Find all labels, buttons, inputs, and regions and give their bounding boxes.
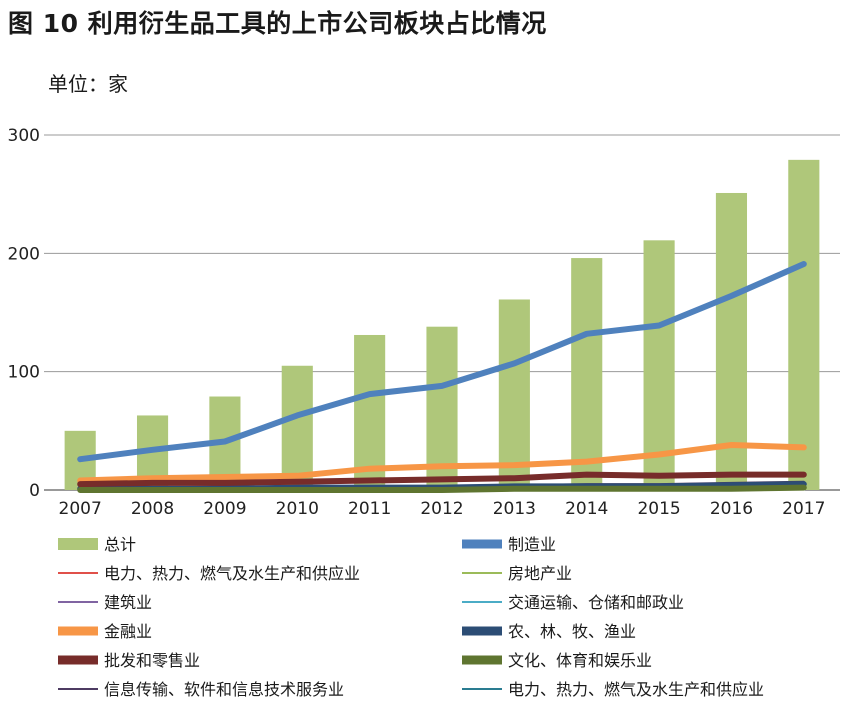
bar-2015	[643, 240, 675, 490]
legend-label: 制造业	[508, 535, 556, 554]
x-tick-label: 2016	[710, 499, 753, 519]
bar-2013	[498, 299, 530, 490]
chart-title: 图 10 利用衍生品工具的上市公司板块占比情况	[8, 9, 547, 38]
x-tick-label: 2014	[565, 499, 608, 519]
y-tick-label: 0	[29, 481, 40, 501]
y-tick-label: 100	[8, 363, 40, 383]
legend-swatch	[462, 539, 502, 549]
x-tick-label: 2017	[782, 499, 825, 519]
y-axis-ticks: 0 100 200 300	[8, 126, 40, 501]
bar-2010	[281, 365, 313, 490]
bar-2017	[788, 159, 820, 490]
y-tick-label: 300	[8, 126, 40, 146]
legend-label: 批发和零售业	[104, 651, 200, 670]
series-line-8	[77, 471, 807, 488]
unit-label: 单位：家	[48, 72, 128, 96]
legend-label: 金融业	[104, 622, 152, 641]
bar-2014	[571, 258, 603, 490]
legend-label: 文化、体育和娱乐业	[508, 651, 652, 670]
line-series	[77, 261, 807, 493]
legend-swatch	[462, 626, 502, 636]
bar-series	[64, 159, 820, 490]
legend-swatch	[462, 601, 502, 603]
legend-swatch	[462, 688, 502, 690]
x-tick-label: 2010	[276, 499, 319, 519]
legend-label: 信息传输、软件和信息技术服务业	[104, 680, 344, 699]
legend-swatch	[58, 572, 98, 574]
x-tick-label: 2007	[59, 499, 102, 519]
legend-swatch	[58, 688, 98, 690]
bar-2012	[426, 326, 458, 490]
bar-2016	[715, 192, 748, 490]
legend-swatch	[58, 538, 98, 550]
series-line-9	[77, 484, 807, 493]
legend-label: 房地产业	[508, 564, 572, 583]
bar-2011	[354, 334, 386, 490]
legend-label: 电力、热力、燃气及水生产和供应业	[104, 564, 360, 583]
series-line-1	[77, 261, 807, 463]
series-line-6	[77, 442, 807, 484]
legend-swatch	[58, 626, 98, 636]
legend-swatch	[58, 655, 98, 665]
legend-swatch	[58, 601, 98, 603]
legend-label: 电力、热力、燃气及水生产和供应业	[508, 680, 764, 699]
legend-swatch	[462, 572, 502, 574]
legend-label: 农、林、牧、渔业	[508, 622, 636, 641]
x-tick-label: 2008	[131, 499, 174, 519]
y-tick-label: 200	[8, 244, 40, 264]
legend-swatch	[462, 655, 502, 665]
legend-label: 建筑业	[104, 593, 152, 612]
x-tick-label: 2009	[203, 499, 246, 519]
x-axis-ticks: 2007 2008 2009 2010 2011 2012 2013 2014 2015 2016…	[59, 499, 826, 519]
x-tick-label: 2012	[420, 499, 463, 519]
x-tick-label: 2015	[637, 499, 680, 519]
legend-label: 交通运输、仓储和邮政业	[508, 593, 684, 612]
legend-label: 总计	[104, 535, 136, 554]
x-tick-label: 2013	[493, 499, 536, 519]
x-tick-label: 2011	[348, 499, 391, 519]
